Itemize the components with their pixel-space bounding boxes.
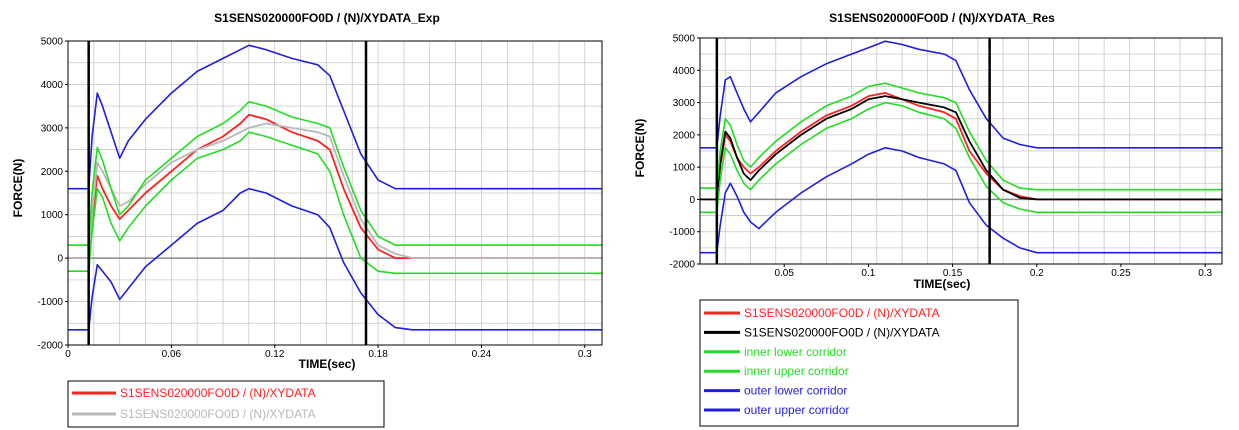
y-tick-label: 4000 <box>41 80 64 91</box>
y-tick-label: -2000 <box>669 260 695 271</box>
x-tick-label: 0.1 <box>861 268 875 279</box>
y-tick-label: 3000 <box>41 123 64 134</box>
plot-frame <box>67 40 603 346</box>
y-tick-label: 1000 <box>41 210 64 221</box>
y-tick-label: -1000 <box>37 297 63 308</box>
chart-exp: S1SENS020000FO0D / (N)/XYDATA_Exp TIME(s… <box>11 11 603 428</box>
y-tick-label: 2000 <box>673 130 696 141</box>
x-tick-label: 0.24 <box>472 349 492 360</box>
chart-title: S1SENS020000FO0D / (N)/XYDATA_Res <box>829 11 1055 25</box>
chart-res: S1SENS020000FO0D / (N)/XYDATA_Res TIME(s… <box>633 11 1223 427</box>
y-tick-label: 4000 <box>673 66 696 77</box>
series-line-3 <box>700 82 1222 191</box>
x-tick-label: 0.3 <box>1198 268 1212 279</box>
y-tick-label: 5000 <box>41 37 64 48</box>
x-tick-label: 0.25 <box>1111 268 1131 279</box>
legend-box <box>699 299 1019 427</box>
series-line-4 <box>68 187 602 331</box>
series-line-1 <box>68 122 602 260</box>
legend-label: inner lower corridor <box>744 345 847 359</box>
y-tick-label: 1000 <box>673 163 696 174</box>
series-line-4 <box>700 147 1222 254</box>
series-line-5 <box>700 40 1222 149</box>
y-tick-label: 3000 <box>673 98 696 109</box>
legend-label: outer upper corridor <box>744 403 849 417</box>
series-line-0 <box>700 92 1222 201</box>
x-tick-label: 0.18 <box>368 349 388 360</box>
x-tick-label: 0.06 <box>162 349 182 360</box>
series-line-1 <box>700 95 1222 201</box>
x-tick-label: 0.12 <box>265 349 285 360</box>
y-tick-label: 2000 <box>41 167 64 178</box>
series-line-3 <box>68 101 602 246</box>
x-axis-label: TIME(sec) <box>914 277 971 291</box>
y-tick-label: -1000 <box>669 227 695 238</box>
x-tick-label: 0.05 <box>774 268 794 279</box>
legend-label: S1SENS020000FO0D / (N)/XYDATA <box>120 407 316 421</box>
x-axis-label: TIME(sec) <box>299 357 356 371</box>
plot-frame <box>699 37 1223 265</box>
x-tick-label: 0.3 <box>578 349 592 360</box>
series-line-2 <box>68 131 602 275</box>
y-axis-label: FORCE(N) <box>633 119 647 178</box>
x-tick-label: 0 <box>65 349 71 360</box>
series-line-0 <box>68 113 602 260</box>
y-tick-label: 0 <box>689 195 695 206</box>
y-tick-label: 5000 <box>673 34 696 45</box>
series-line-5 <box>68 44 602 190</box>
series-line-2 <box>700 101 1222 214</box>
y-tick-label: 0 <box>57 254 63 265</box>
chart-title: S1SENS020000FO0D / (N)/XYDATA_Exp <box>214 11 440 25</box>
legend-box <box>67 380 385 428</box>
legend-label: S1SENS020000FO0D / (N)/XYDATA <box>744 306 940 320</box>
legend-label: S1SENS020000FO0D / (N)/XYDATA <box>120 386 316 400</box>
legend-label: outer lower corridor <box>744 384 847 398</box>
x-tick-label: 0.15 <box>943 268 963 279</box>
y-axis-label: FORCE(N) <box>11 159 25 218</box>
y-tick-label: -2000 <box>37 341 63 352</box>
legend-label: S1SENS020000FO0D / (N)/XYDATA <box>744 325 940 339</box>
legend-label: inner upper corridor <box>744 364 849 378</box>
x-tick-label: 0.2 <box>1030 268 1044 279</box>
